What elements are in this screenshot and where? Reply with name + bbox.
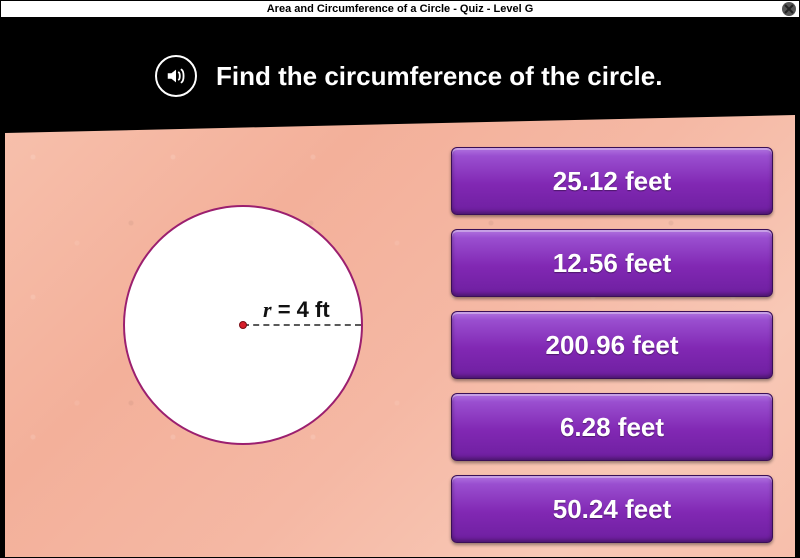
radius-value: = 4 ft [278,297,330,322]
window-titlebar: Area and Circumference of a Circle - Qui… [1,1,799,17]
radius-line [243,324,361,326]
close-icon [784,4,794,14]
answer-option-2[interactable]: 12.56 feet [451,229,773,297]
answer-label: 50.24 feet [553,494,672,525]
answer-label: 12.56 feet [553,248,672,279]
radius-variable: r [263,297,272,322]
speaker-icon [165,65,187,87]
content-area: r = 4 ft 25.12 feet 12.56 feet 200.96 fe… [5,115,795,557]
answer-option-5[interactable]: 50.24 feet [451,475,773,543]
app-frame: Area and Circumference of a Circle - Qui… [0,0,800,558]
answer-label: 200.96 feet [546,330,679,361]
play-audio-button[interactable] [155,55,197,97]
circle-diagram: r = 4 ft [123,205,363,445]
close-button[interactable] [782,2,796,16]
answer-option-3[interactable]: 200.96 feet [451,311,773,379]
answer-option-4[interactable]: 6.28 feet [451,393,773,461]
answer-label: 25.12 feet [553,166,672,197]
question-prompt: Find the circumference of the circle. [216,61,662,92]
answer-option-1[interactable]: 25.12 feet [451,147,773,215]
radius-label: r = 4 ft [263,297,330,323]
window-title: Area and Circumference of a Circle - Qui… [267,3,534,15]
answer-label: 6.28 feet [560,412,664,443]
stage: Find the circumference of the circle. r … [1,17,799,557]
answer-list: 25.12 feet 12.56 feet 200.96 feet 6.28 f… [451,147,773,543]
center-dot [239,321,247,329]
